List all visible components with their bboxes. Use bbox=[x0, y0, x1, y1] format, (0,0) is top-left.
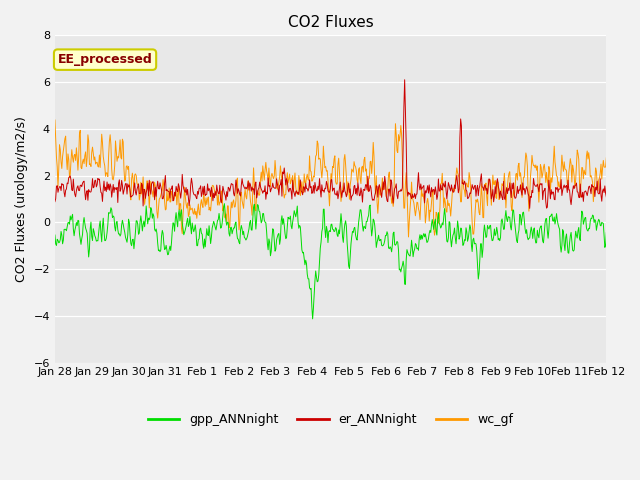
er_ANNnight bbox=[118, 178, 125, 183]
er_ANNnight bbox=[401, 77, 408, 83]
er_ANNnight bbox=[174, 189, 182, 194]
gpp_ANNnight bbox=[203, 226, 211, 231]
Line: gpp_ANNnight: gpp_ANNnight bbox=[55, 204, 606, 319]
gpp_ANNnight bbox=[221, 201, 228, 206]
gpp_ANNnight bbox=[602, 229, 610, 235]
er_ANNnight bbox=[61, 194, 68, 200]
er_ANNnight bbox=[602, 194, 610, 200]
gpp_ANNnight bbox=[51, 232, 59, 238]
er_ANNnight bbox=[526, 205, 534, 211]
gpp_ANNnight bbox=[415, 236, 423, 241]
er_ANNnight bbox=[51, 199, 59, 204]
Text: EE_processed: EE_processed bbox=[58, 53, 152, 66]
er_ANNnight bbox=[415, 170, 422, 176]
Line: er_ANNnight: er_ANNnight bbox=[55, 80, 606, 208]
wc_gf bbox=[602, 155, 610, 160]
er_ANNnight bbox=[203, 192, 211, 197]
wc_gf bbox=[51, 117, 59, 123]
wc_gf bbox=[118, 156, 125, 162]
wc_gf bbox=[397, 132, 405, 138]
Legend: gpp_ANNnight, er_ANNnight, wc_gf: gpp_ANNnight, er_ANNnight, wc_gf bbox=[143, 408, 518, 431]
gpp_ANNnight bbox=[61, 227, 68, 232]
wc_gf bbox=[203, 202, 211, 207]
er_ANNnight bbox=[397, 188, 405, 194]
wc_gf bbox=[415, 206, 422, 212]
Y-axis label: CO2 Fluxes (urology/m2/s): CO2 Fluxes (urology/m2/s) bbox=[15, 116, 28, 282]
gpp_ANNnight bbox=[308, 316, 316, 322]
wc_gf bbox=[404, 234, 412, 240]
gpp_ANNnight bbox=[118, 222, 125, 228]
Line: wc_gf: wc_gf bbox=[55, 120, 606, 237]
Title: CO2 Fluxes: CO2 Fluxes bbox=[288, 15, 374, 30]
gpp_ANNnight bbox=[399, 258, 407, 264]
wc_gf bbox=[174, 192, 182, 197]
wc_gf bbox=[61, 136, 68, 142]
gpp_ANNnight bbox=[174, 224, 182, 229]
